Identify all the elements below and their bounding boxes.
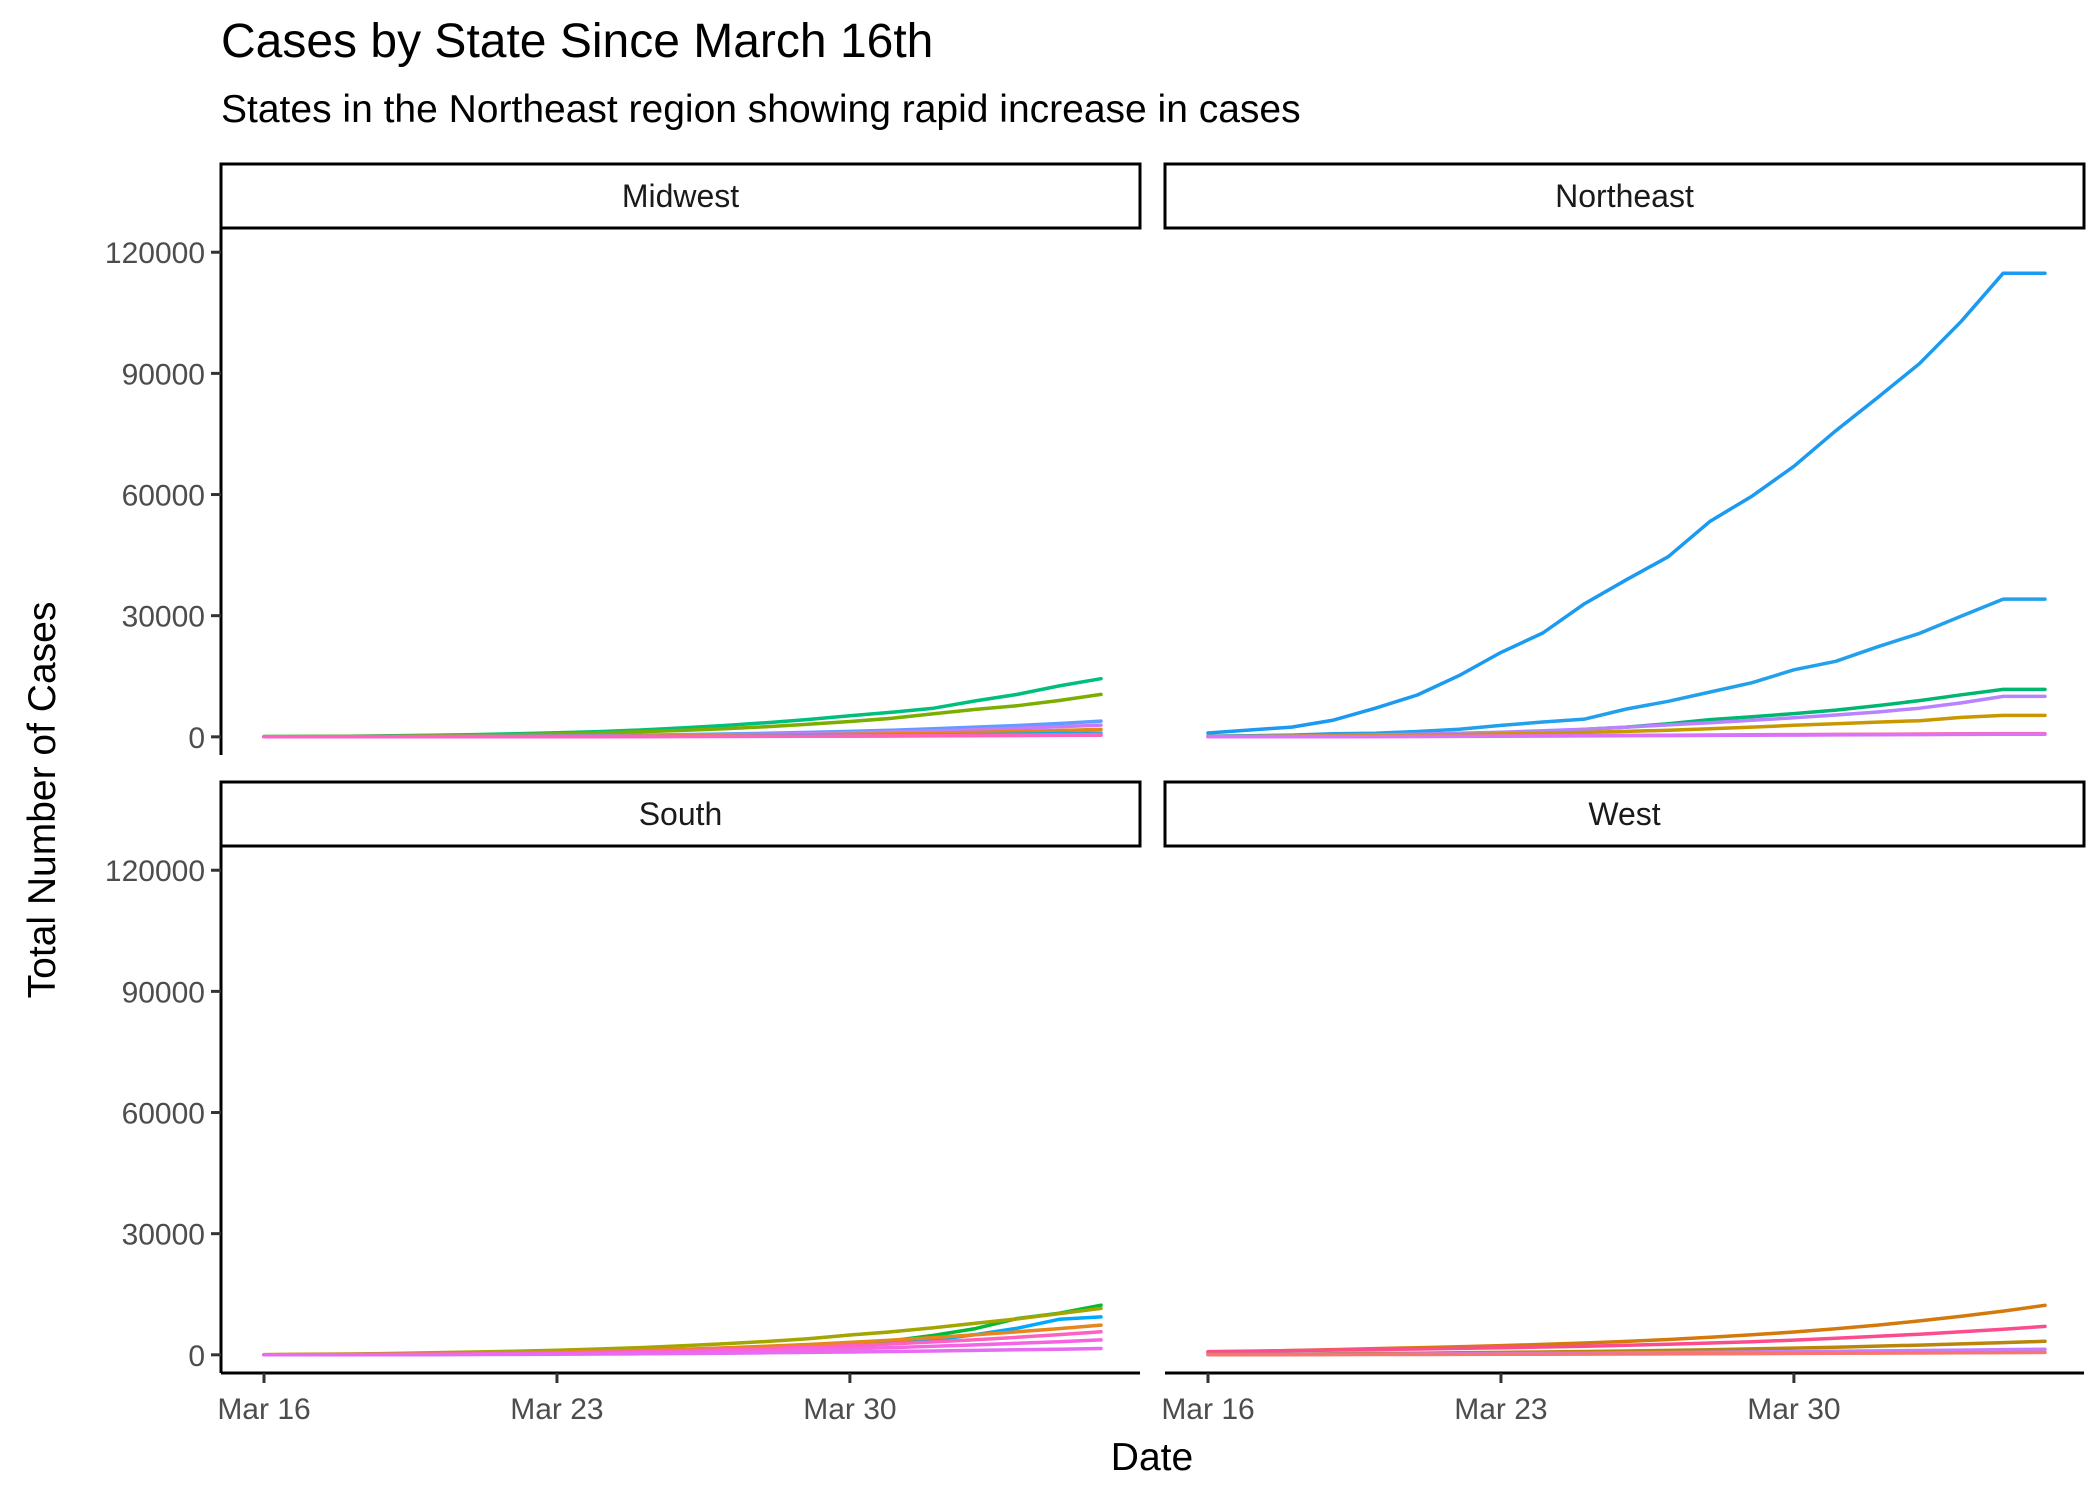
x-tick-label-west-1: Mar 23 xyxy=(1454,1393,1547,1426)
facet-label-south: South xyxy=(639,796,723,832)
series-line-midwest-7 xyxy=(262,733,1103,739)
series-line-northeast-1 xyxy=(1206,597,2047,738)
y-tick-label-south-0: 0 xyxy=(188,1340,205,1373)
x-tick-label-west-2: Mar 30 xyxy=(1747,1393,1840,1426)
chart-subtitle: States in the Northeast region showing r… xyxy=(221,88,1301,131)
x-tick-label-south-1: Mar 23 xyxy=(510,1393,603,1426)
series-line-south-6 xyxy=(262,1346,1103,1357)
x-axis-title: Date xyxy=(1111,1436,1193,1479)
facet-label-west: West xyxy=(1588,796,1660,832)
facet-strip-midwest xyxy=(219,162,1142,230)
chart-title: Cases by State Since March 16th xyxy=(221,15,934,68)
series-line-west-4 xyxy=(1206,1350,2047,1357)
y-axis-title: Total Number of Cases xyxy=(21,602,64,999)
y-tick-label-midwest-2: 60000 xyxy=(122,480,205,513)
y-tick-label-midwest-1: 30000 xyxy=(122,601,205,634)
series-line-northeast-6 xyxy=(1206,732,2047,739)
y-tick-label-midwest-4: 120000 xyxy=(105,237,205,270)
x-tick-label-south-0: Mar 16 xyxy=(217,1393,310,1426)
facet-label-midwest: Midwest xyxy=(622,178,739,214)
facet-label-northeast: Northeast xyxy=(1555,178,1694,214)
y-tick-label-south-4: 120000 xyxy=(105,855,205,888)
facet-strip-south xyxy=(219,780,1142,848)
series-line-northeast-0 xyxy=(1206,271,2047,735)
facet-strip-west xyxy=(1163,780,2086,848)
y-tick-label-midwest-3: 90000 xyxy=(122,358,205,391)
x-tick-label-west-0: Mar 16 xyxy=(1161,1393,1254,1426)
x-tick-label-south-2: Mar 30 xyxy=(803,1393,896,1426)
y-tick-label-south-2: 60000 xyxy=(122,1098,205,1131)
series-line-northeast-2 xyxy=(1206,687,2047,738)
y-tick-label-south-1: 30000 xyxy=(122,1219,205,1252)
y-tick-label-south-3: 90000 xyxy=(122,976,205,1009)
series-line-west-1 xyxy=(1206,1324,2047,1354)
y-tick-label-midwest-0: 0 xyxy=(188,722,205,755)
facet-strip-northeast xyxy=(1163,162,2086,230)
